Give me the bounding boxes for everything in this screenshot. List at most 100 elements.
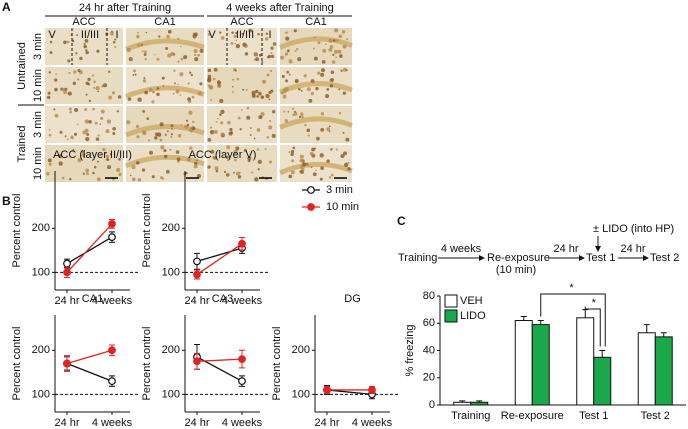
cell bbox=[167, 29, 172, 34]
cell bbox=[225, 173, 230, 177]
series-line bbox=[196, 358, 243, 362]
cell bbox=[255, 57, 260, 62]
cell bbox=[288, 73, 291, 76]
cell bbox=[93, 86, 96, 89]
cell bbox=[116, 167, 121, 172]
cell bbox=[151, 175, 155, 179]
cell bbox=[235, 171, 241, 176]
cell bbox=[156, 87, 160, 90]
cell bbox=[229, 127, 233, 132]
cell bbox=[171, 128, 173, 130]
column-label: CA1 bbox=[154, 16, 175, 28]
cell bbox=[142, 79, 147, 83]
cell bbox=[207, 32, 211, 36]
cell bbox=[148, 87, 153, 92]
cell bbox=[82, 130, 87, 135]
cell bbox=[299, 112, 304, 116]
cell bbox=[97, 134, 100, 137]
cell bbox=[249, 134, 252, 136]
bar bbox=[654, 336, 673, 406]
cell bbox=[308, 98, 313, 103]
cell bbox=[159, 122, 164, 127]
cell bbox=[175, 150, 180, 154]
cell bbox=[338, 34, 343, 39]
cell bbox=[235, 43, 241, 49]
x-tick-label: Test 1 bbox=[579, 410, 608, 422]
cell bbox=[64, 135, 67, 138]
cell bbox=[227, 120, 231, 125]
column-header: 24 hr after Training bbox=[79, 2, 171, 14]
cell bbox=[312, 47, 315, 50]
cell bbox=[290, 170, 295, 175]
cell bbox=[322, 48, 327, 53]
cell bbox=[67, 91, 72, 96]
error-bar bbox=[520, 315, 527, 321]
cell bbox=[310, 91, 315, 96]
cell bbox=[338, 88, 341, 91]
cell bbox=[253, 52, 258, 56]
cell bbox=[53, 108, 56, 111]
cell bbox=[258, 115, 263, 120]
cell bbox=[343, 162, 349, 168]
cell bbox=[141, 168, 146, 172]
cell bbox=[316, 136, 320, 141]
cell bbox=[143, 52, 147, 56]
cell bbox=[114, 45, 117, 49]
bar bbox=[514, 320, 533, 406]
row-label: 10 min bbox=[32, 69, 44, 102]
bar bbox=[453, 401, 472, 406]
y-tick-label: 200 bbox=[292, 344, 310, 356]
data-point bbox=[323, 386, 331, 394]
cell bbox=[280, 91, 284, 95]
cell bbox=[280, 55, 285, 60]
cell bbox=[92, 171, 95, 175]
cell bbox=[304, 123, 307, 127]
cell bbox=[77, 68, 81, 73]
cell bbox=[190, 73, 194, 77]
cell bbox=[161, 177, 165, 180]
cell bbox=[48, 133, 52, 137]
layer-label: V bbox=[48, 29, 56, 41]
cell bbox=[235, 146, 240, 151]
cell bbox=[326, 127, 331, 132]
cell bbox=[107, 70, 111, 74]
cell bbox=[345, 137, 350, 142]
cell bbox=[92, 107, 96, 111]
cell bbox=[235, 39, 238, 42]
cell bbox=[335, 56, 337, 59]
cell bbox=[332, 39, 336, 42]
cell bbox=[164, 154, 168, 159]
cell bbox=[249, 127, 252, 129]
cell bbox=[117, 95, 122, 99]
cell bbox=[248, 28, 253, 33]
cell bbox=[212, 155, 216, 159]
cell bbox=[74, 107, 79, 113]
cell bbox=[84, 108, 88, 112]
cell bbox=[177, 160, 180, 164]
cell bbox=[268, 119, 272, 123]
data-point bbox=[238, 239, 246, 248]
timeline-interval: 24 hr bbox=[553, 243, 578, 255]
cell bbox=[233, 149, 238, 155]
cell bbox=[132, 74, 135, 76]
cell bbox=[320, 72, 325, 77]
cell bbox=[93, 165, 97, 169]
cell bbox=[180, 57, 184, 61]
cell bbox=[241, 32, 244, 36]
cell bbox=[215, 121, 218, 123]
cell bbox=[231, 85, 234, 88]
cell bbox=[167, 53, 172, 58]
cell bbox=[188, 110, 193, 115]
cell bbox=[284, 119, 289, 123]
cell bbox=[294, 110, 297, 113]
cell bbox=[154, 136, 158, 140]
cell bbox=[343, 151, 348, 156]
cell bbox=[207, 165, 211, 169]
cell bbox=[183, 55, 188, 60]
bar bbox=[637, 332, 656, 406]
cell bbox=[170, 133, 173, 136]
cell bbox=[73, 70, 77, 74]
cell bbox=[105, 129, 110, 134]
cell bbox=[230, 41, 234, 45]
cell bbox=[260, 95, 265, 100]
